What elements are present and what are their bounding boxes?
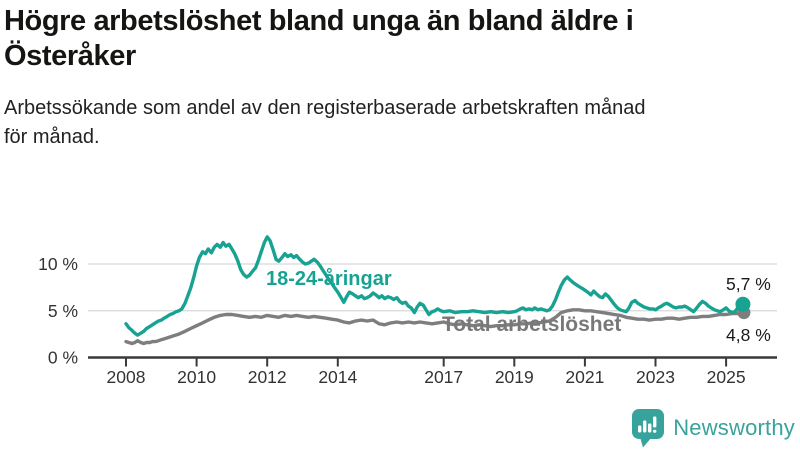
x-tick-label-2025: 2025 [707,367,746,387]
y-tick-label-10-percent: 10 % [38,254,78,274]
chart-subtitle-line2: för månad. [4,126,100,148]
chart-header: Högre arbetslöshet bland unga än bland ä… [4,0,796,152]
end-value-label-18-24: 5,7 % [726,274,771,294]
page-title: Högre arbetslöshet bland unga än bland ä… [4,4,796,74]
series-line-total-unemployment [124,308,743,346]
x-tick-label-2019: 2019 [495,367,534,387]
x-tick-label-2010: 2010 [177,367,216,387]
end-dot-18-24-year-olds [735,296,751,312]
x-tick-label-2017: 2017 [424,367,463,387]
x-tick-label-2014: 2014 [318,367,357,387]
end-value-label-total: 4,8 % [726,325,771,345]
newsworthy-logo: Newsworthy [631,408,795,448]
series-label-18-24-year-olds: 18-24-åringar [266,267,392,290]
x-tick-label-2023: 2023 [636,367,675,387]
x-tick-label-2012: 2012 [248,367,287,387]
x-tick-label-2021: 2021 [565,367,604,387]
y-tick-label-0-percent: 0 % [48,348,78,368]
series-label-total-unemployment: Total arbetslöshet [442,313,621,336]
page-title-line2: Österåker [4,40,136,72]
chart-subtitle: Arbetssökande som andel av den registerb… [4,94,796,152]
page-title-line1: Högre arbetslöshet bland unga än bland ä… [4,5,634,37]
chart-subtitle-line1: Arbetssökande som andel av den registerb… [4,97,646,119]
series-line-18-24-year-olds [124,235,743,337]
x-tick-label-2008: 2008 [107,367,146,387]
y-tick-label-5-percent: 5 % [48,301,78,321]
newsworthy-speech-bubble-bar-chart-icon [632,409,665,448]
newsworthy-logo-text: Newsworthy [673,415,795,440]
